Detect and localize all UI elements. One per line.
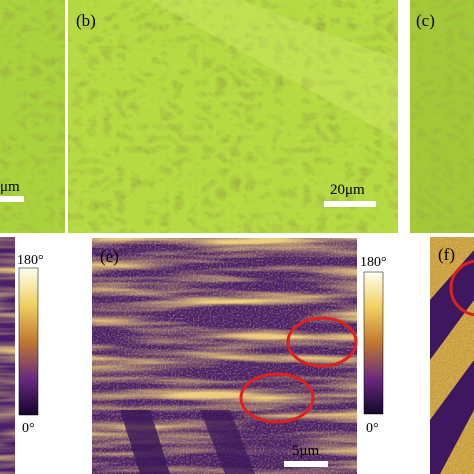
colorbar: 180° 0° <box>360 255 387 436</box>
colorbar-max: 180° <box>360 255 387 270</box>
colorbar-min: 0° <box>366 421 379 436</box>
panel-b: (b) 20μm <box>68 0 398 233</box>
panel-c: (c) <box>410 0 474 233</box>
scale-bar-label: 20μm <box>330 182 365 198</box>
panel-label: (e) <box>100 247 119 266</box>
panel-label: (b) <box>76 11 96 30</box>
panel-a: μm <box>0 0 65 233</box>
panel-d <box>0 237 15 474</box>
panel-f: (f) <box>430 237 474 474</box>
scale-bar-label: μm <box>0 179 20 195</box>
colorbar-min: 0° <box>22 421 35 436</box>
panel-e: (e) 5μm <box>92 238 358 474</box>
colorbar-max: 180° <box>17 253 44 268</box>
scale-bar-label: 5μm <box>292 443 320 459</box>
panel-label: (f) <box>438 245 455 264</box>
panel-label: (c) <box>416 11 435 30</box>
colorbar: 180° 0° <box>17 253 44 436</box>
